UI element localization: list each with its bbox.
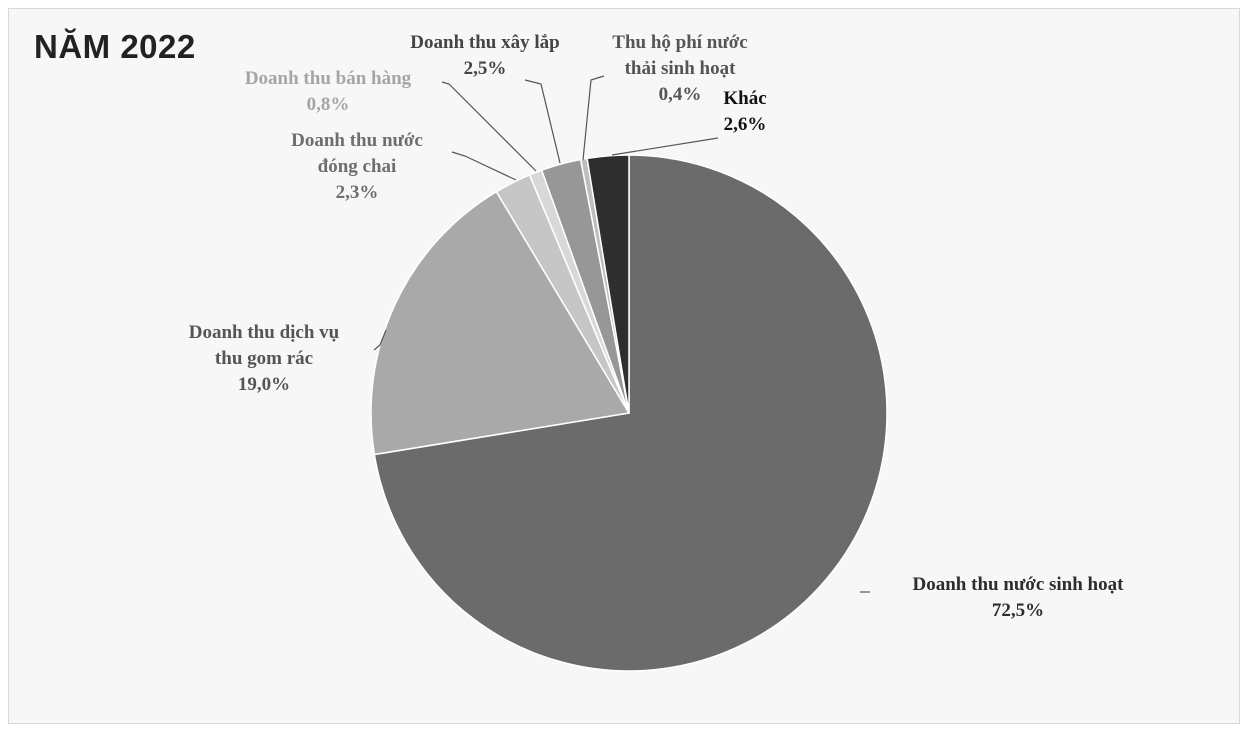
- slice-name-label: Doanh thu xây lắp: [410, 32, 559, 53]
- slice-value-label: 0,8%: [307, 94, 350, 115]
- slice-labels: Doanh thu nước sinh hoạt 72,5% Doanh thu d…: [189, 32, 1124, 621]
- slice-name-label: Thu hộ phí nước: [612, 32, 747, 53]
- slice-name-label: Doanh thu bán hàng: [245, 68, 412, 89]
- slice-label: Khác 2,6%: [723, 88, 766, 135]
- pie-slice: [586, 154, 630, 414]
- leader-line: [611, 137, 719, 156]
- slice-name-label: Doanh thu nước sinh hoạt: [913, 574, 1125, 595]
- slice-label: Doanh thu bán hàng 0,8%: [245, 68, 412, 115]
- slice-label: Doanh thu xây lắp 2,5%: [410, 32, 559, 79]
- slice-label: Thu hộ phí nước thải sinh hoạt 0,4%: [612, 32, 747, 105]
- slice-value-label: 19,0%: [238, 374, 290, 395]
- slice-name-label: thu gom rác: [215, 348, 313, 369]
- slice-name-label: Khác: [723, 88, 766, 109]
- slice-label: Doanh thu nước sinh hoạt 72,5%: [913, 574, 1125, 621]
- slice-value-label: 2,5%: [464, 58, 507, 79]
- slice-name-label: đóng chai: [318, 156, 397, 177]
- leader-lines: [373, 75, 870, 593]
- leader-line: [582, 75, 605, 161]
- pie-slice: [373, 154, 888, 672]
- slice-label: Doanh thu nước đóng chai 2,3%: [291, 130, 423, 203]
- leader-line: [373, 329, 387, 351]
- pie-slice: [370, 190, 631, 456]
- leader-line: [441, 81, 537, 172]
- leader-line: [451, 151, 517, 181]
- slice-value-label: 0,4%: [659, 84, 702, 105]
- chart-title: NĂM 2022: [34, 28, 196, 65]
- slice-value-label: 72,5%: [992, 600, 1044, 621]
- slice-name-label: Doanh thu nước: [291, 130, 423, 151]
- leader-line: [524, 79, 561, 164]
- slice-name-label: thải sinh hoạt: [625, 58, 737, 79]
- slice-name-label: Doanh thu dịch vụ: [189, 322, 340, 343]
- slice-value-label: 2,6%: [724, 114, 767, 135]
- pie-slices: [370, 154, 888, 672]
- slice-label: Doanh thu dịch vụ thu gom rác 19,0%: [189, 322, 340, 395]
- slice-value-label: 2,3%: [336, 182, 379, 203]
